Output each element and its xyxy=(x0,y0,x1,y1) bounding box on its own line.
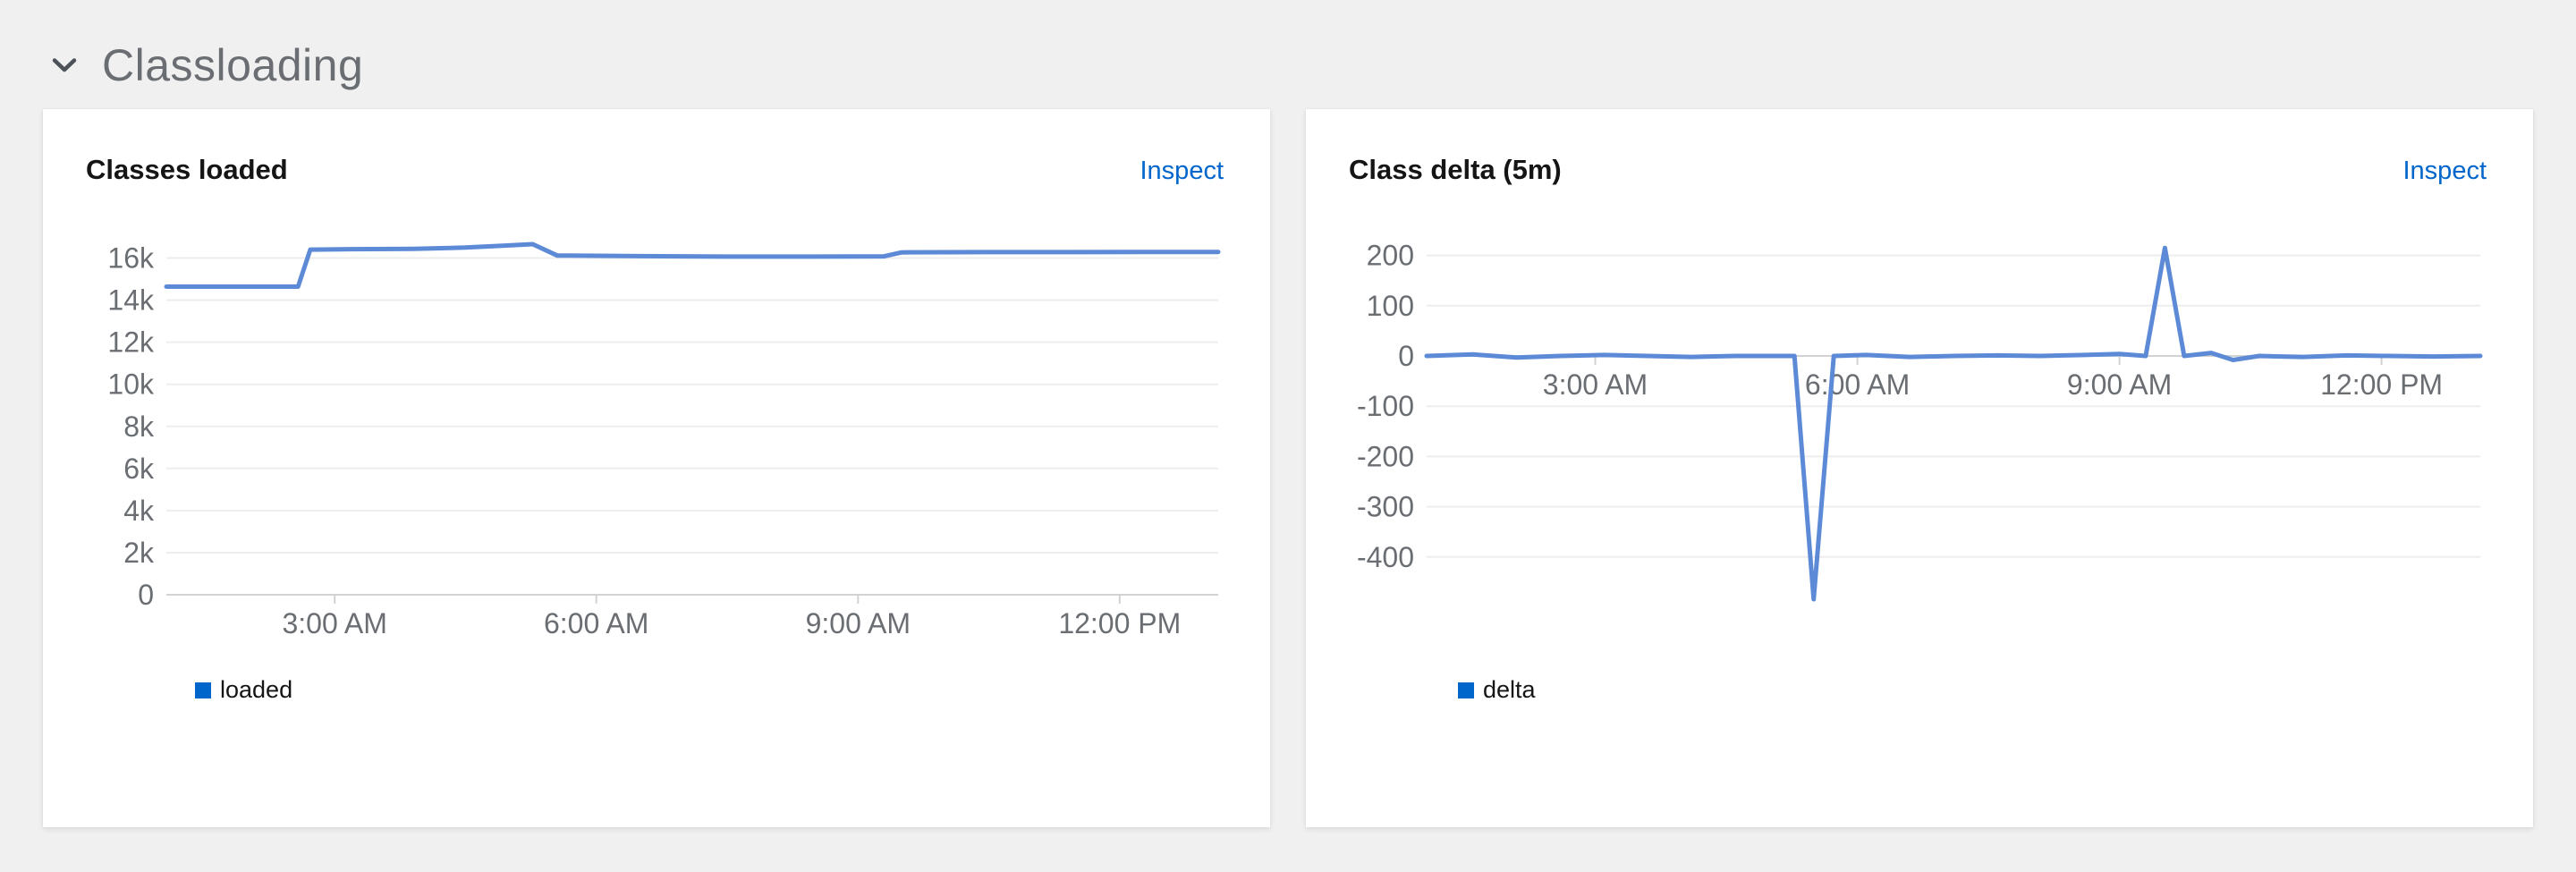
classes-loaded-chart: 16k 14k 12k 10k 8k 6k 4k 2k 0 3:00 AM 6:00 AM 9:00 … xyxy=(107,241,1221,639)
delta-series-line xyxy=(1424,245,2483,602)
y-tick-label: 2k xyxy=(123,537,155,569)
card-header: Classes loaded Inspect xyxy=(86,154,1224,186)
chart-legend: loaded xyxy=(195,676,292,704)
y-tick-label: -300 xyxy=(1357,491,1414,523)
section-title: Classloading xyxy=(102,40,364,90)
y-tick-label: 100 xyxy=(1367,290,1414,322)
y-tick-label: 4k xyxy=(123,495,155,527)
card-classes-loaded: 16k 14k 12k 10k 8k 6k 4k 2k 0 3:00 AM 6:00 AM 9:00 … xyxy=(43,109,1270,827)
section-classloading-toggle[interactable]: Classloading xyxy=(50,39,363,91)
x-tick-label: 9:00 AM xyxy=(2067,368,2172,401)
x-tick-label: 12:00 PM xyxy=(1058,607,1181,639)
y-tick-label: -400 xyxy=(1357,541,1414,573)
x-tick-label: 6:00 AM xyxy=(1805,368,1910,401)
card-class-delta: 200 100 0 -100 -200 -300 -400 3:00 AM 6:00 AM 9:0… xyxy=(1306,109,2533,827)
x-tick-label: 3:00 AM xyxy=(1543,368,1648,401)
class-delta-chart: 200 100 0 -100 -200 -300 -400 3:00 AM 6:00 AM 9:0… xyxy=(1357,240,2483,602)
card-title: Class delta (5m) xyxy=(1349,154,1562,185)
chart-legend: delta xyxy=(1458,676,1536,704)
legend-label: delta xyxy=(1483,676,1536,703)
y-tick-label: -100 xyxy=(1357,390,1414,422)
card-title: Classes loaded xyxy=(86,154,288,185)
legend-swatch-loaded xyxy=(195,682,211,698)
y-tick-label: 0 xyxy=(1398,340,1414,372)
x-tick-label: 3:00 AM xyxy=(282,607,386,639)
x-tick-label: 6:00 AM xyxy=(544,607,648,639)
y-tick-label: 8k xyxy=(123,411,155,443)
card-header: Class delta (5m) Inspect xyxy=(1349,154,2487,186)
chart-cards-row: 16k 14k 12k 10k 8k 6k 4k 2k 0 3:00 AM 6:00 AM 9:00 … xyxy=(43,109,2533,827)
inspect-link[interactable]: Inspect xyxy=(1140,157,1224,185)
inspect-link[interactable]: Inspect xyxy=(2402,157,2487,185)
y-tick-label: 6k xyxy=(123,453,155,485)
y-tick-label: 200 xyxy=(1367,240,1414,272)
y-tick-label: 0 xyxy=(138,579,154,611)
y-tick-label: 16k xyxy=(107,242,155,275)
y-tick-label: 14k xyxy=(107,284,155,317)
y-tick-label: -200 xyxy=(1357,440,1414,472)
x-tick-label: 12:00 PM xyxy=(2320,368,2443,401)
x-tick-label: 9:00 AM xyxy=(806,607,911,639)
loaded-series-line xyxy=(164,241,1221,289)
legend-swatch-delta xyxy=(1458,682,1474,698)
chevron-down-icon xyxy=(52,58,77,72)
y-tick-label: 10k xyxy=(107,368,155,401)
y-tick-label: 12k xyxy=(107,326,155,359)
legend-label: loaded xyxy=(220,676,293,703)
